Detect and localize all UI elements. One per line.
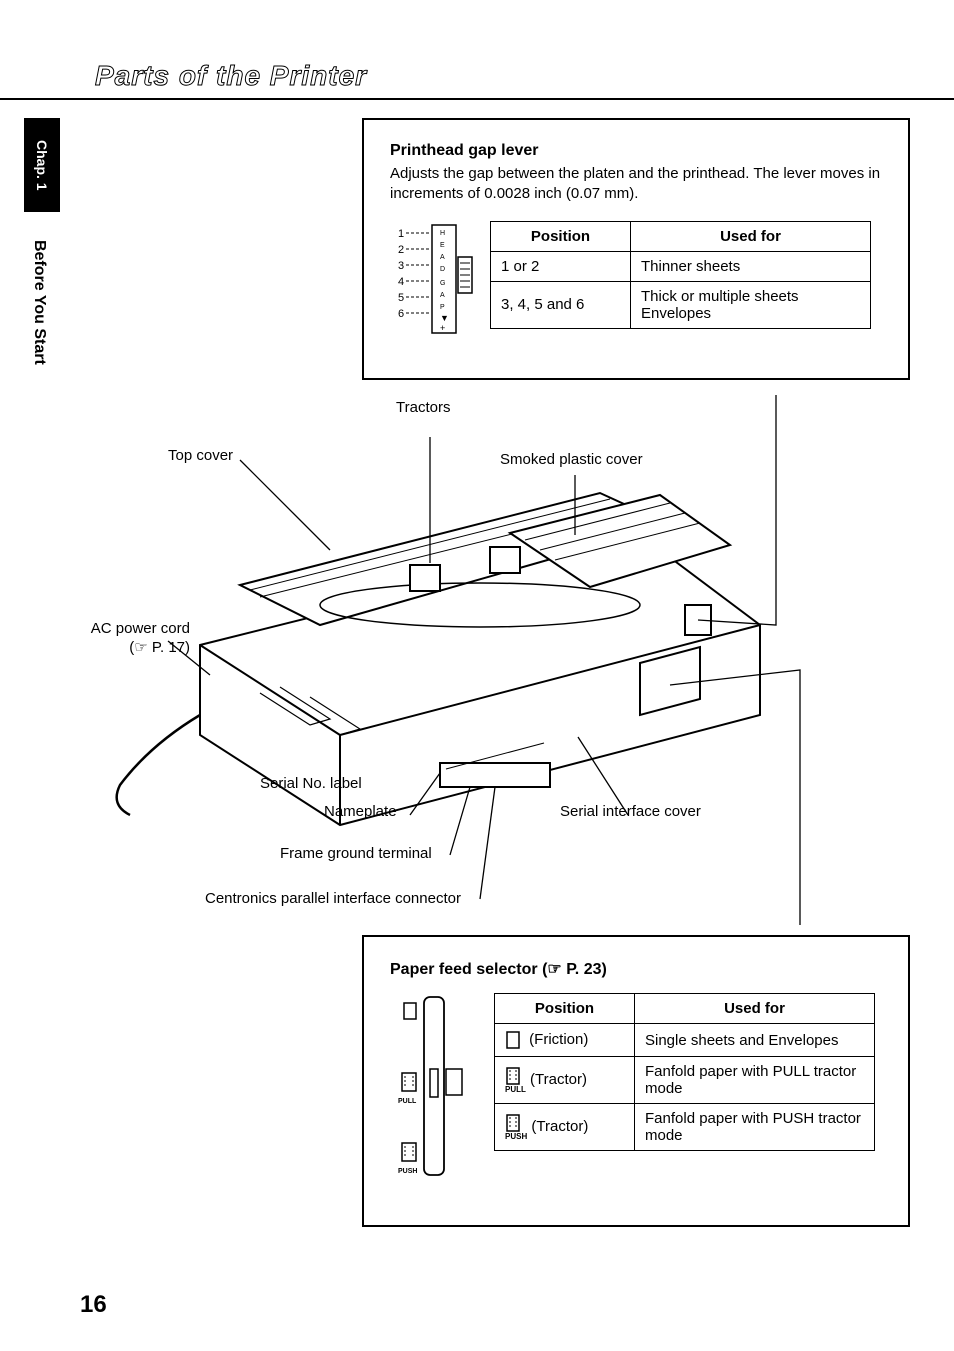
svg-text:▼: ▼ xyxy=(440,313,449,323)
svg-text:3: 3 xyxy=(398,260,404,272)
printhead-gap-title: Printhead gap lever xyxy=(390,142,882,160)
table-row: PULL (Tractor)Fanfold paper with PULL tr… xyxy=(495,1057,875,1104)
table-header: Used for xyxy=(631,221,871,251)
chapter-tab: Chap. 1 xyxy=(24,118,60,212)
label-frame-ground: Frame ground terminal xyxy=(280,845,432,864)
svg-text:4: 4 xyxy=(398,276,404,288)
selector-diagram: PULL PUSH xyxy=(390,993,470,1188)
lever-diagram: H E A D G A P 1 2 3 4 5 6 + ▼ xyxy=(390,221,480,341)
section-tab: Before You Start xyxy=(30,240,48,365)
printhead-gap-box: Printhead gap lever Adjusts the gap betw… xyxy=(362,118,910,380)
page-number: 16 xyxy=(80,1291,107,1319)
svg-text:A: A xyxy=(440,254,445,261)
table-row: 3, 4, 5 and 6Thick or multiple sheetsEnv… xyxy=(491,281,871,328)
label-serial-if: Serial interface cover xyxy=(560,803,701,822)
table-header: Position xyxy=(491,221,631,251)
table-row: 1 or 2Thinner sheets xyxy=(491,251,871,281)
title-underline xyxy=(0,98,954,100)
table-row: PUSH (Tractor)Fanfold paper with PUSH tr… xyxy=(495,1104,875,1151)
table-header: Used for xyxy=(635,994,875,1024)
svg-text:G: G xyxy=(440,280,445,287)
svg-text:H: H xyxy=(440,230,445,237)
svg-text:D: D xyxy=(440,266,445,273)
label-centronics: Centronics parallel interface connector xyxy=(205,890,461,909)
label-top-cover: Top cover xyxy=(168,447,233,466)
label-serial-no: Serial No. label xyxy=(260,775,362,794)
paper-feed-table: PositionUsed for (Friction)Single sheets… xyxy=(494,993,875,1151)
svg-text:PULL: PULL xyxy=(398,1098,417,1105)
svg-text:A: A xyxy=(440,292,445,299)
printhead-gap-table: PositionUsed for 1 or 2Thinner sheets3, … xyxy=(490,221,871,329)
svg-text:P: P xyxy=(440,304,445,311)
svg-text:6: 6 xyxy=(398,308,404,320)
paper-feed-title: Paper feed selector (☞ P. 23) xyxy=(390,959,882,979)
label-tractors: Tractors xyxy=(396,399,450,418)
svg-text:1: 1 xyxy=(398,228,404,240)
svg-text:E: E xyxy=(440,242,445,249)
table-header: Position xyxy=(495,994,635,1024)
printer-diagram: Tractors Top cover Smoked plastic cover … xyxy=(80,395,880,925)
paper-feed-box: Paper feed selector (☞ P. 23) PULL xyxy=(362,935,910,1227)
label-ac-power: AC power cord xyxy=(91,620,190,637)
svg-text:PUSH: PUSH xyxy=(398,1168,417,1175)
svg-text:5: 5 xyxy=(398,292,404,304)
printhead-gap-desc: Adjusts the gap between the platen and t… xyxy=(390,164,882,205)
label-nameplate: Nameplate xyxy=(324,803,397,822)
svg-text:+: + xyxy=(440,323,445,333)
page-title: Parts of the Printer xyxy=(95,60,367,92)
table-row: (Friction)Single sheets and Envelopes xyxy=(495,1024,875,1057)
svg-text:2: 2 xyxy=(398,244,404,256)
label-smoked-cover: Smoked plastic cover xyxy=(500,451,643,470)
label-ac-power-ref: (☞ P. 17) xyxy=(129,639,190,656)
